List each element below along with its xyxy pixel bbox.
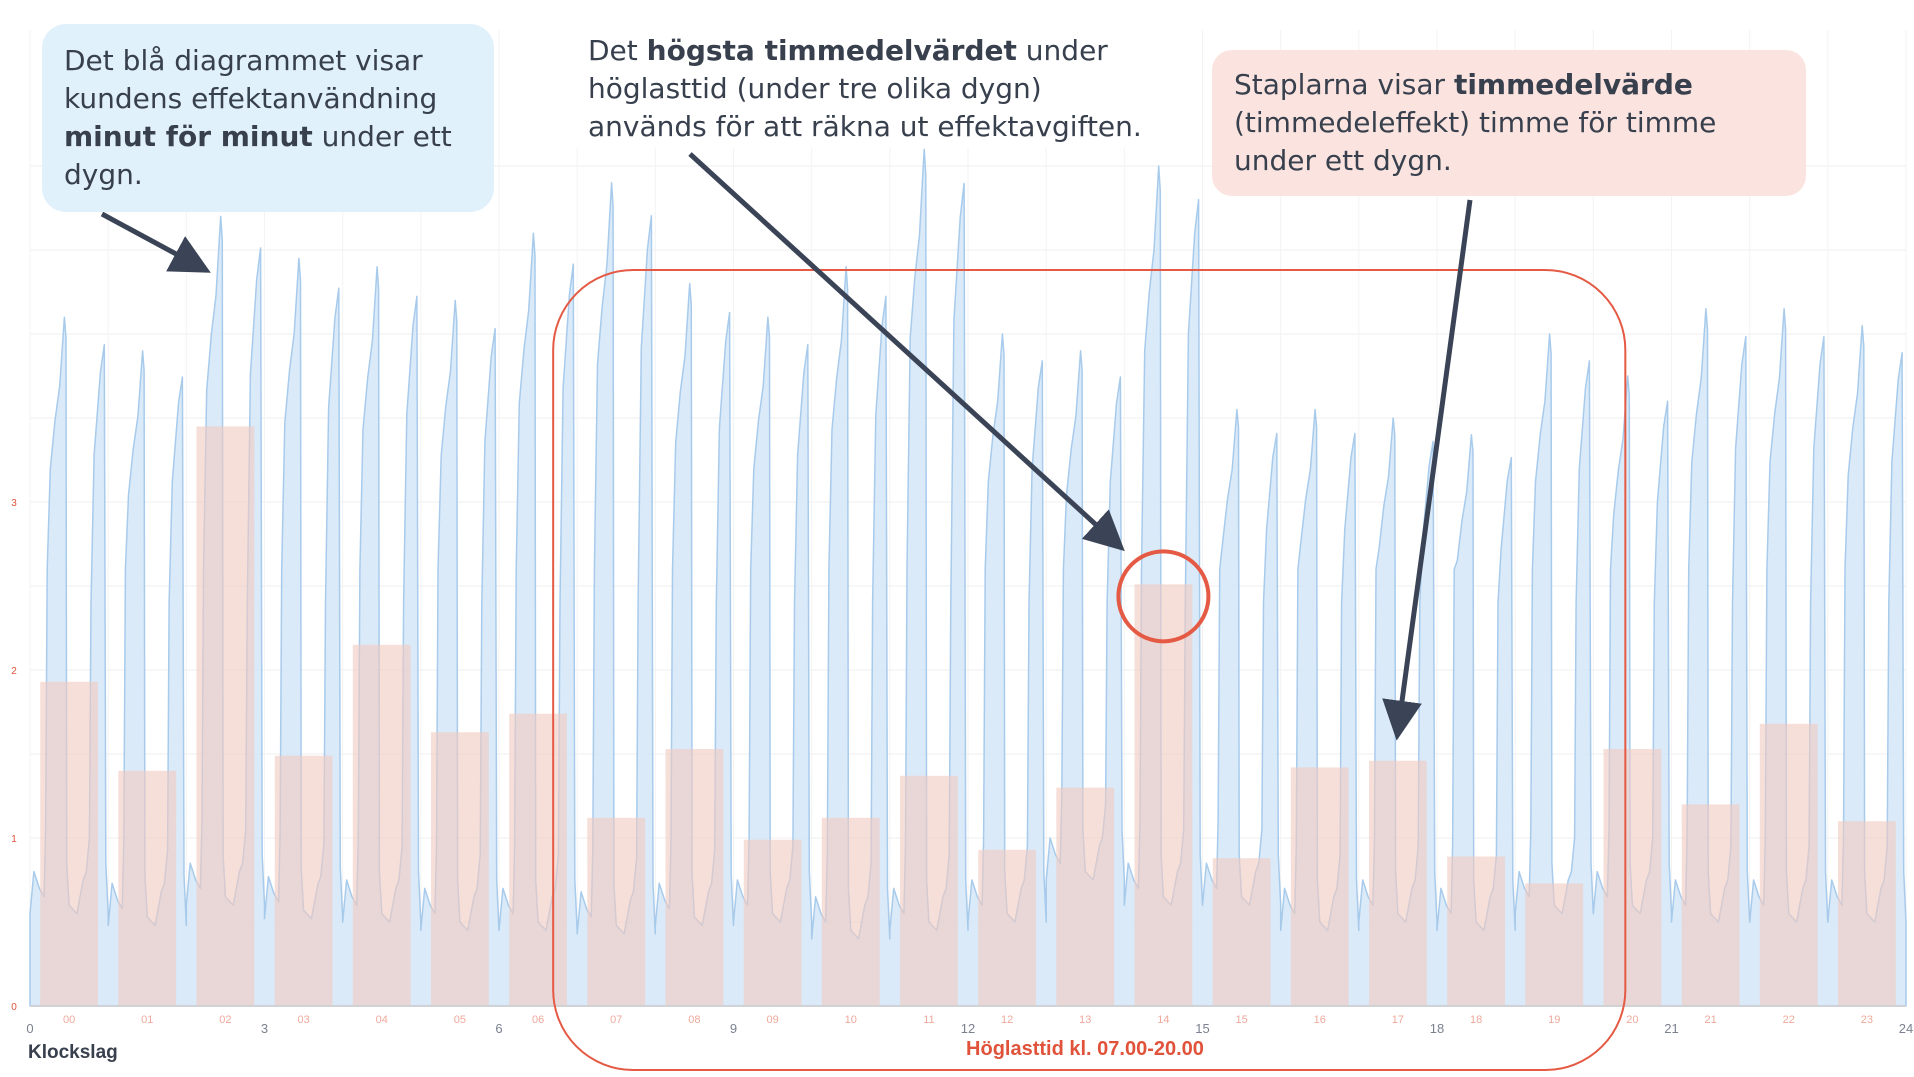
hour-label: 17 [1392,1014,1404,1026]
hour-label: 11 [923,1014,934,1026]
x-axis-name: Klockslag [28,1042,118,1063]
hour-bar-06 [509,713,567,1006]
hour-bar-09 [743,839,802,1006]
hour-label: 23 [1861,1014,1873,1026]
y-tick-label: 1 [11,834,17,845]
hour-bar-02 [196,426,255,1006]
peak-period-frame [552,269,1627,1071]
x-tick-label: 21 [1664,1021,1678,1036]
hour-bar-17 [1369,760,1427,1006]
hour-bar-15 [1212,858,1271,1006]
callout-text: Staplarna visar [1234,68,1454,101]
callout-bold-text: timmedelvärde [1453,68,1693,101]
hour-bar-21 [1681,804,1740,1006]
hour-bar-05 [431,732,489,1006]
hour-label: 02 [219,1014,231,1026]
hour-bar-18 [1447,856,1505,1006]
hour-bar-22 [1759,723,1818,1006]
hour-bar-03 [274,755,333,1006]
arrow-to-hourly-bar [1382,199,1473,741]
x-tick-label: 3 [261,1021,268,1036]
arrow-to-highest-value [688,152,1125,552]
x-tick-label: 0 [26,1021,33,1036]
hour-label: 16 [1314,1014,1326,1026]
minute-chart-callout: Det blå diagrammet visar kundens effekta… [42,24,494,212]
hour-label: 14 [1157,1014,1169,1026]
y-tick-label: 2 [11,666,17,677]
y-tick-label: 3 [11,498,17,509]
hour-bar-19 [1525,883,1584,1006]
hour-label: 06 [532,1014,544,1026]
hour-bar-23 [1838,821,1896,1006]
hour-label: 08 [688,1014,700,1026]
hourly-average-bars [40,426,1896,1006]
callout-bold-text: högsta timmedelvärdet [646,34,1017,67]
hour-bar-11 [900,775,958,1006]
callout-text: Det blå diagrammet visar kundens effekta… [64,44,438,115]
x-tick-label: 9 [730,1021,737,1036]
hour-label: 04 [376,1014,388,1026]
y-tick-label: 0 [11,1002,17,1013]
hour-bar-04 [352,644,411,1006]
x-tick-label: 6 [495,1021,502,1036]
callout-bold-text: minut för minut [64,120,313,153]
hour-bar-16 [1290,767,1349,1006]
x-tick-label: 15 [1195,1021,1209,1036]
hour-bar-00 [40,681,98,1006]
hour-bar-10 [821,817,880,1006]
hour-bar-12 [978,849,1036,1006]
callout-text: Det [588,34,647,67]
hour-label: 05 [454,1014,466,1026]
callout-text: (timmedeleffekt) timme för timme under e… [1234,106,1717,177]
callout-text: under ett dygn. [64,120,452,191]
hour-bar-20 [1603,749,1662,1006]
hour-bar-13 [1056,787,1115,1006]
hour-label: 19 [1548,1014,1560,1026]
peak-period-label: Höglasttid kl. 07.00-20.00 [966,1038,1204,1060]
hour-bar-14 [1134,584,1193,1006]
hour-label: 21 [1704,1014,1716,1026]
hour-label: 22 [1783,1014,1795,1026]
x-tick-label: 12 [961,1021,975,1036]
hour-label: 01 [141,1014,153,1026]
hour-label: 18 [1470,1014,1482,1026]
x-tick-label: 24 [1899,1021,1913,1036]
hour-label: 10 [845,1014,857,1026]
hour-label: 03 [297,1014,309,1026]
hour-label: 13 [1079,1014,1091,1026]
arrow-to-minute-series [100,211,211,273]
hour-label: 20 [1626,1014,1638,1026]
callout-text: under höglasttid (under tre olika dygn) … [588,34,1142,143]
hour-label: 09 [766,1014,778,1026]
hour-label: 12 [1001,1014,1013,1026]
highest-value-circle [1116,549,1211,644]
x-tick-label: 18 [1430,1021,1444,1036]
peak-value-callout: Det högsta timmedelvärdet under höglastt… [572,28,1168,148]
hour-bar-07 [587,817,646,1006]
hourly-bars-callout: Staplarna visar timmedelvärde (timmedele… [1212,50,1806,196]
hour-bar-08 [665,749,724,1006]
hour-label: 07 [610,1014,622,1026]
annotations [100,152,1627,1071]
hour-label: 00 [63,1014,75,1026]
hour-label: 15 [1235,1014,1247,1026]
hour-bar-01 [118,770,177,1006]
